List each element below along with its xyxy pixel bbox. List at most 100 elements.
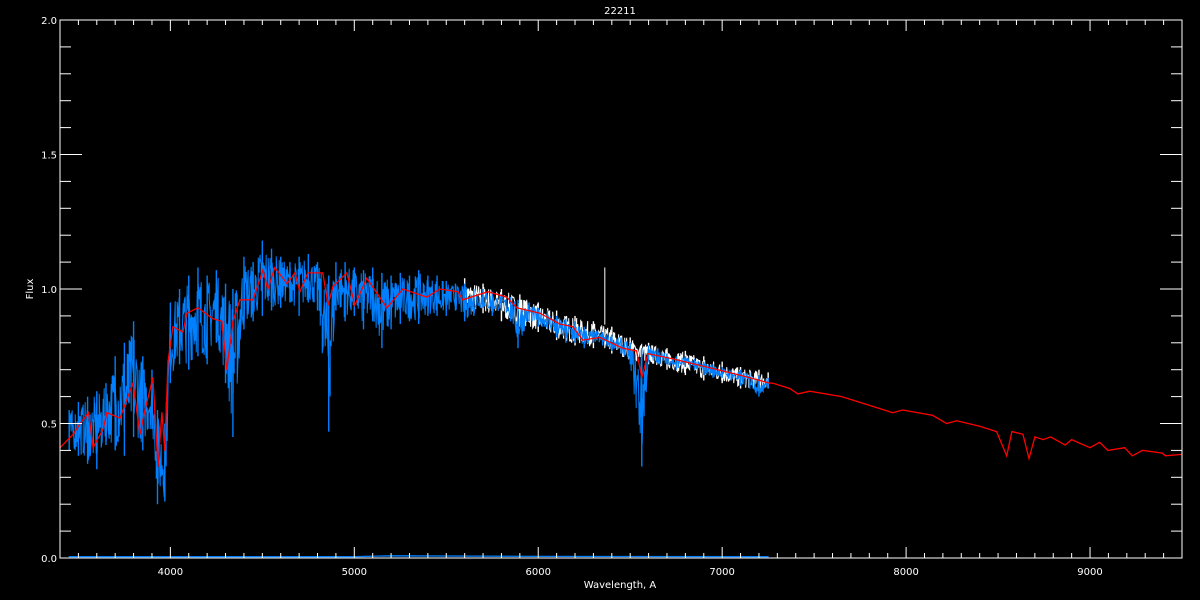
axes-layer: 4000 5000 6000 7000 8000 9000 0.0 0.5 1.0 1.5 2.0 <box>41 16 1183 578</box>
model-series-point <box>164 449 166 451</box>
model-series-point <box>72 433 74 435</box>
model-series-point <box>636 350 638 352</box>
model-series-point <box>769 382 771 384</box>
chart-title: 22211 <box>604 6 636 17</box>
model-series-point <box>1006 455 1008 457</box>
model-series-point <box>132 382 134 384</box>
model-series-point <box>186 312 188 314</box>
model-series-point <box>1161 452 1163 454</box>
model-series-point <box>182 331 184 333</box>
x-axis-label: Wavelength, A <box>584 580 657 591</box>
y-tick-label: 0.5 <box>41 420 57 431</box>
model-series-point <box>1131 455 1133 457</box>
model-series-point <box>1049 436 1052 438</box>
model-series-point <box>457 291 459 293</box>
x-tick-label: 7000 <box>709 567 734 578</box>
model-series-point <box>226 369 228 371</box>
y-tick-label: 1.0 <box>41 285 57 296</box>
model-series-point <box>139 433 141 435</box>
y-tick-label: 2.0 <box>41 16 57 27</box>
model-series-point <box>307 272 309 274</box>
model-series-point <box>772 382 774 384</box>
model-series-point <box>1042 439 1044 441</box>
x-tick-label: 8000 <box>893 567 918 578</box>
model-series-point <box>161 412 163 414</box>
model-series-point <box>232 320 234 322</box>
model-series-point <box>706 366 708 368</box>
model-series-point <box>956 420 958 422</box>
x-tick-label: 4000 <box>158 567 183 578</box>
model-series-point <box>516 307 518 309</box>
model-series-point <box>995 430 998 433</box>
model-series-point <box>322 272 324 274</box>
series-layer <box>59 240 1183 558</box>
model-series-point <box>572 326 574 328</box>
error-series-point <box>767 556 769 558</box>
model-series-point <box>426 296 428 298</box>
model-series-point <box>1089 447 1091 449</box>
model-series-point <box>487 291 489 293</box>
y-tick-label: 1.5 <box>41 151 57 162</box>
model-series-point <box>647 352 649 355</box>
model-series-point <box>402 288 404 290</box>
observed-series <box>68 240 769 505</box>
model-series-line <box>59 266 1183 467</box>
y-axis-label: Flux <box>25 279 36 300</box>
model-series-point <box>1098 441 1101 443</box>
model-series-point <box>1034 436 1036 438</box>
model-series-point <box>599 336 601 339</box>
model-series-point <box>262 269 264 271</box>
model-series-point <box>641 377 643 379</box>
model-series-point <box>841 396 843 398</box>
model-series <box>59 266 1183 468</box>
model-series-point <box>1022 433 1024 435</box>
model-series-point <box>294 272 296 274</box>
error-series-point <box>68 556 70 558</box>
model-series-point <box>809 390 811 392</box>
x-tick-label: 6000 <box>526 567 551 578</box>
model-series-point <box>152 377 154 379</box>
model-series-point <box>539 312 541 314</box>
model-series-point <box>1064 444 1066 446</box>
x-tick-label: 9000 <box>1077 567 1102 578</box>
x-tick-label: 5000 <box>342 567 367 578</box>
model-series-point <box>672 358 674 360</box>
model-series-point <box>102 428 104 430</box>
model-series-point <box>212 317 214 320</box>
model-series-point <box>167 361 169 363</box>
model-series-point <box>1164 455 1167 457</box>
model-series-point <box>144 409 146 411</box>
model-series-point <box>299 291 301 293</box>
model-series-point <box>902 409 904 411</box>
model-series-point <box>239 299 241 301</box>
model-series-point <box>354 304 356 306</box>
model-series-point <box>1107 449 1109 451</box>
model-series-point <box>582 339 584 341</box>
model-series-point <box>945 422 948 425</box>
model-series-point <box>172 326 174 328</box>
y-tick-label: 0.0 <box>41 554 57 565</box>
model-series-point <box>332 285 334 287</box>
model-series-point <box>932 414 934 417</box>
model-series-point <box>439 288 441 290</box>
model-series-point <box>157 465 159 468</box>
model-series-point <box>346 272 348 274</box>
model-series-point <box>1028 457 1030 460</box>
model-series-point <box>892 412 894 414</box>
model-series-point <box>999 439 1001 441</box>
model-series-point <box>274 266 276 269</box>
model-series-point <box>462 299 464 301</box>
model-series-point <box>327 304 329 306</box>
model-series-point <box>286 283 288 285</box>
model-series-point <box>559 323 561 325</box>
observed-series-trace <box>68 254 768 498</box>
model-series-point <box>366 277 368 279</box>
model-series-point <box>789 387 791 390</box>
model-series-point <box>386 307 388 309</box>
model-series-point <box>221 320 223 322</box>
model-series-point <box>797 393 799 395</box>
model-series-point <box>106 412 108 414</box>
model-series-point <box>739 374 741 376</box>
model-series-point <box>252 299 254 301</box>
